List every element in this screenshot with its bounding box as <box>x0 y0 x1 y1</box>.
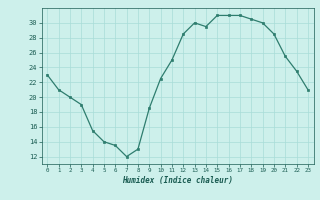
X-axis label: Humidex (Indice chaleur): Humidex (Indice chaleur) <box>122 176 233 185</box>
